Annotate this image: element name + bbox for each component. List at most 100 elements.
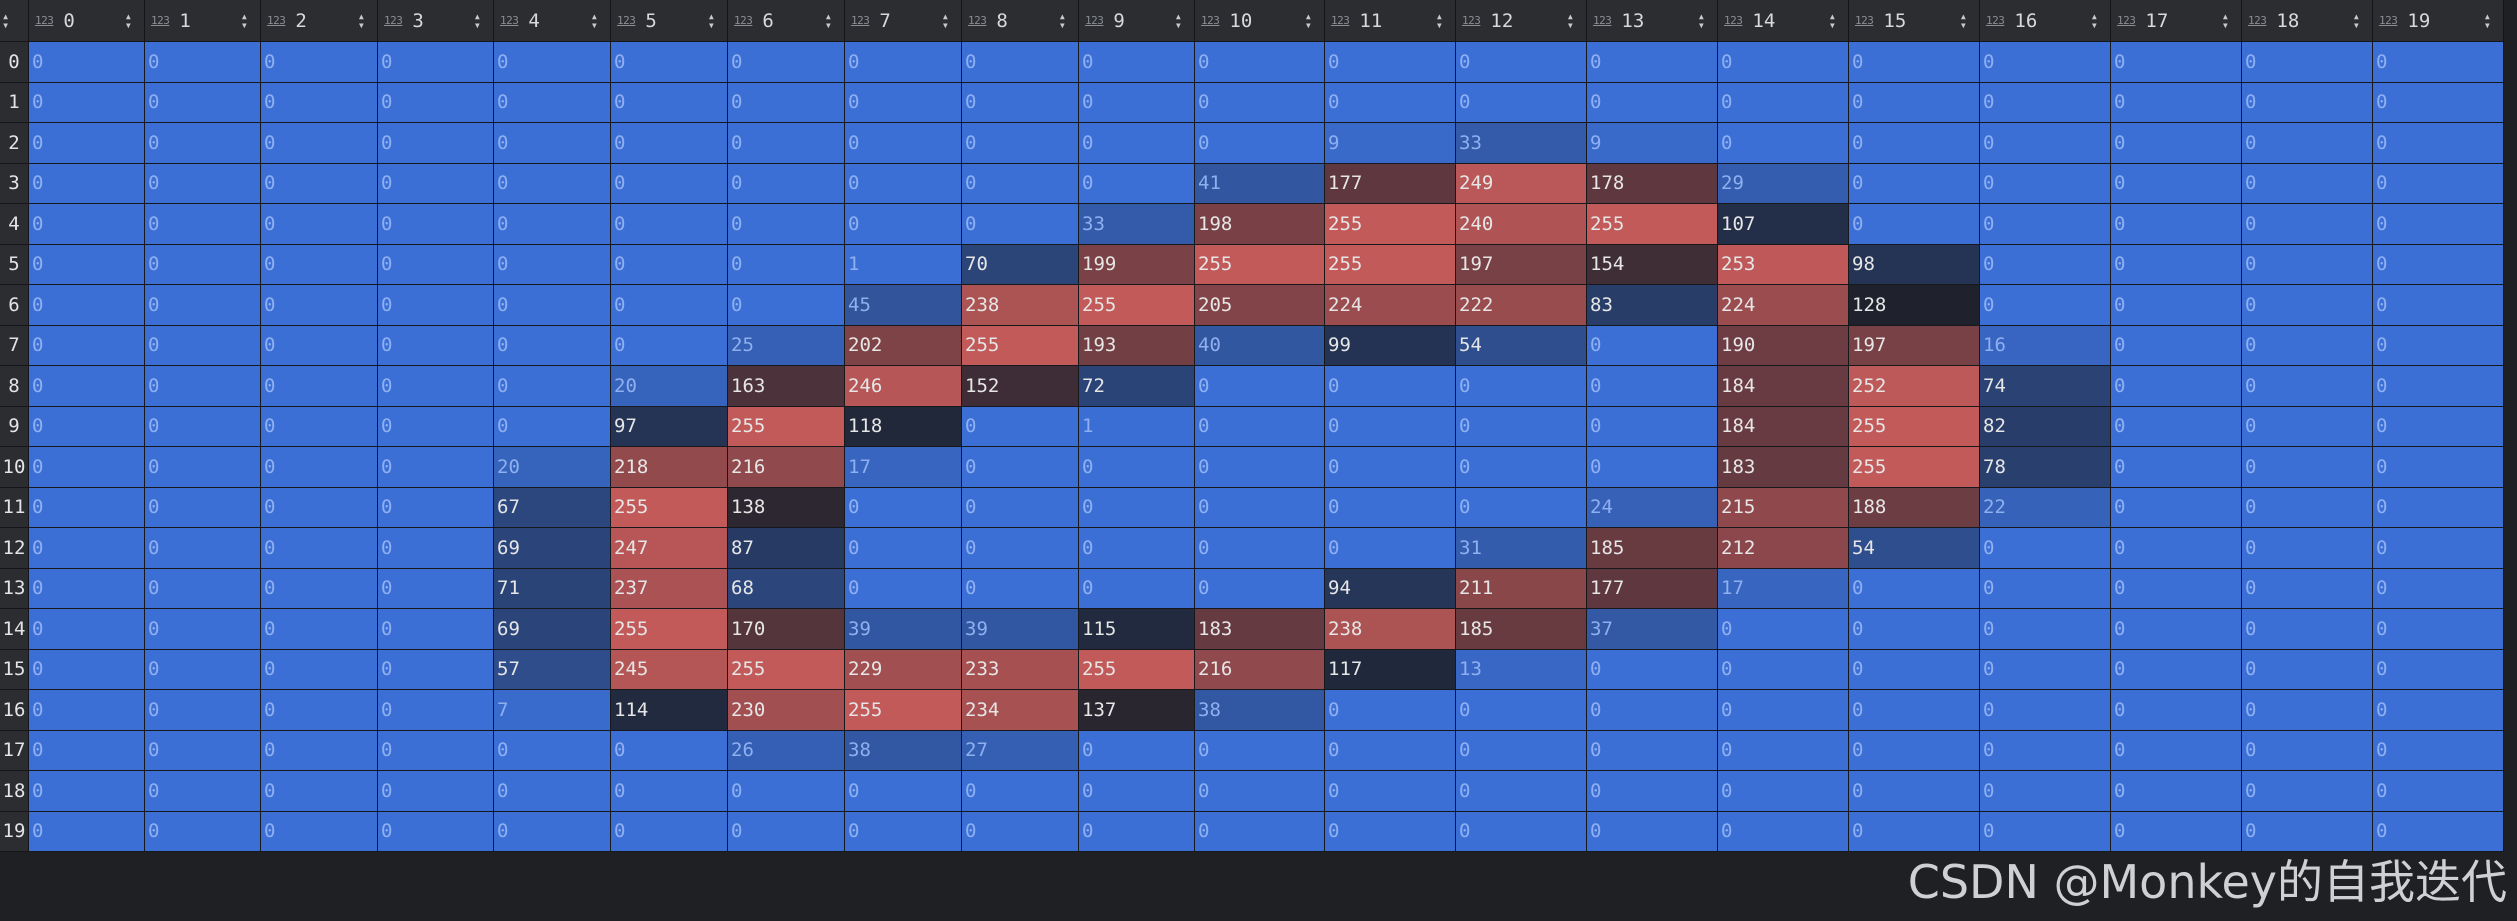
row-header[interactable]: 17: [0, 730, 29, 771]
table-cell[interactable]: 177: [1325, 163, 1456, 204]
table-cell[interactable]: 0: [728, 771, 845, 812]
table-cell[interactable]: 38: [1195, 690, 1325, 731]
table-cell[interactable]: 0: [2111, 811, 2242, 852]
row-header[interactable]: 1: [0, 82, 29, 123]
table-cell[interactable]: 0: [29, 163, 145, 204]
table-cell[interactable]: 0: [962, 123, 1079, 164]
table-cell[interactable]: 69: [494, 528, 611, 569]
table-cell[interactable]: 0: [962, 568, 1079, 609]
table-cell[interactable]: 0: [2373, 204, 2504, 245]
table-cell[interactable]: 255: [611, 609, 728, 650]
table-cell[interactable]: 0: [145, 690, 261, 731]
table-cell[interactable]: 0: [962, 528, 1079, 569]
table-cell[interactable]: 0: [261, 406, 378, 447]
table-cell[interactable]: 39: [845, 609, 962, 650]
table-cell[interactable]: 224: [1325, 285, 1456, 326]
table-cell[interactable]: 0: [494, 204, 611, 245]
row-header[interactable]: 19: [0, 811, 29, 852]
table-cell[interactable]: 0: [1980, 82, 2111, 123]
table-cell[interactable]: 0: [145, 811, 261, 852]
table-cell[interactable]: 238: [962, 285, 1079, 326]
table-cell[interactable]: 0: [145, 123, 261, 164]
table-cell[interactable]: 0: [145, 609, 261, 650]
table-cell[interactable]: 0: [29, 447, 145, 488]
column-header[interactable]: 123 12 ▴ ▾: [1456, 0, 1587, 42]
table-cell[interactable]: 0: [2373, 366, 2504, 407]
table-cell[interactable]: 0: [1195, 730, 1325, 771]
table-cell[interactable]: 0: [261, 771, 378, 812]
table-cell[interactable]: 0: [1980, 609, 2111, 650]
table-cell[interactable]: 0: [378, 771, 494, 812]
table-cell[interactable]: 0: [261, 649, 378, 690]
table-cell[interactable]: 29: [1718, 163, 1849, 204]
table-cell[interactable]: 0: [494, 82, 611, 123]
table-cell[interactable]: 0: [2373, 568, 2504, 609]
table-cell[interactable]: 117: [1325, 649, 1456, 690]
table-cell[interactable]: 0: [1079, 528, 1195, 569]
sort-arrows-icon[interactable]: ▴ ▾: [1435, 8, 1443, 32]
table-cell[interactable]: 0: [1849, 649, 1980, 690]
table-cell[interactable]: 0: [261, 609, 378, 650]
table-cell[interactable]: 0: [494, 366, 611, 407]
table-cell[interactable]: 255: [845, 690, 962, 731]
table-cell[interactable]: 0: [2111, 285, 2242, 326]
table-cell[interactable]: 0: [2111, 528, 2242, 569]
table-cell[interactable]: 0: [261, 42, 378, 83]
table-cell[interactable]: 0: [29, 649, 145, 690]
table-cell[interactable]: 24: [1587, 487, 1718, 528]
table-cell[interactable]: 0: [261, 123, 378, 164]
table-cell[interactable]: 0: [1587, 406, 1718, 447]
table-cell[interactable]: 247: [611, 528, 728, 569]
table-cell[interactable]: 0: [1849, 42, 1980, 83]
table-cell[interactable]: 230: [728, 690, 845, 731]
table-cell[interactable]: 0: [2242, 325, 2373, 366]
table-cell[interactable]: 0: [1079, 730, 1195, 771]
table-cell[interactable]: 13: [1456, 649, 1587, 690]
table-cell[interactable]: 0: [1718, 82, 1849, 123]
sort-arrows-icon[interactable]: ▴ ▾: [941, 8, 949, 32]
table-cell[interactable]: 0: [145, 204, 261, 245]
table-cell[interactable]: 0: [611, 244, 728, 285]
sort-arrows-icon[interactable]: ▴ ▾: [357, 8, 365, 32]
sort-arrows-icon[interactable]: ▴ ▾: [590, 8, 598, 32]
table-cell[interactable]: 0: [1456, 730, 1587, 771]
table-cell[interactable]: 0: [2111, 366, 2242, 407]
row-header[interactable]: 18: [0, 771, 29, 812]
table-cell[interactable]: 0: [2373, 649, 2504, 690]
table-cell[interactable]: 114: [611, 690, 728, 731]
table-cell[interactable]: 0: [2242, 447, 2373, 488]
table-cell[interactable]: 0: [1587, 690, 1718, 731]
table-cell[interactable]: 0: [145, 42, 261, 83]
table-cell[interactable]: 9: [1325, 123, 1456, 164]
table-cell[interactable]: 0: [378, 204, 494, 245]
table-cell[interactable]: 0: [611, 771, 728, 812]
table-cell[interactable]: 0: [2373, 325, 2504, 366]
table-cell[interactable]: 0: [1980, 649, 2111, 690]
table-cell[interactable]: 40: [1195, 325, 1325, 366]
table-cell[interactable]: 193: [1079, 325, 1195, 366]
table-cell[interactable]: 0: [1980, 811, 2111, 852]
table-cell[interactable]: 0: [1587, 447, 1718, 488]
column-header[interactable]: 123 9 ▴ ▾: [1079, 0, 1195, 42]
table-cell[interactable]: 0: [378, 447, 494, 488]
table-cell[interactable]: 185: [1587, 528, 1718, 569]
table-cell[interactable]: 0: [2242, 123, 2373, 164]
column-header[interactable]: 123 1 ▴ ▾: [145, 0, 261, 42]
table-cell[interactable]: 0: [2242, 487, 2373, 528]
table-cell[interactable]: 0: [2111, 730, 2242, 771]
table-cell[interactable]: 0: [1195, 42, 1325, 83]
table-cell[interactable]: 0: [1325, 487, 1456, 528]
table-cell[interactable]: 0: [261, 690, 378, 731]
table-cell[interactable]: 0: [29, 609, 145, 650]
table-cell[interactable]: 240: [1456, 204, 1587, 245]
table-cell[interactable]: 185: [1456, 609, 1587, 650]
table-cell[interactable]: 190: [1718, 325, 1849, 366]
table-cell[interactable]: 0: [2242, 771, 2373, 812]
table-cell[interactable]: 0: [611, 325, 728, 366]
table-cell[interactable]: 0: [2373, 447, 2504, 488]
row-header[interactable]: 13: [0, 568, 29, 609]
table-cell[interactable]: 0: [1456, 771, 1587, 812]
table-cell[interactable]: 0: [2373, 285, 2504, 326]
table-cell[interactable]: 0: [1195, 487, 1325, 528]
table-cell[interactable]: 0: [728, 204, 845, 245]
